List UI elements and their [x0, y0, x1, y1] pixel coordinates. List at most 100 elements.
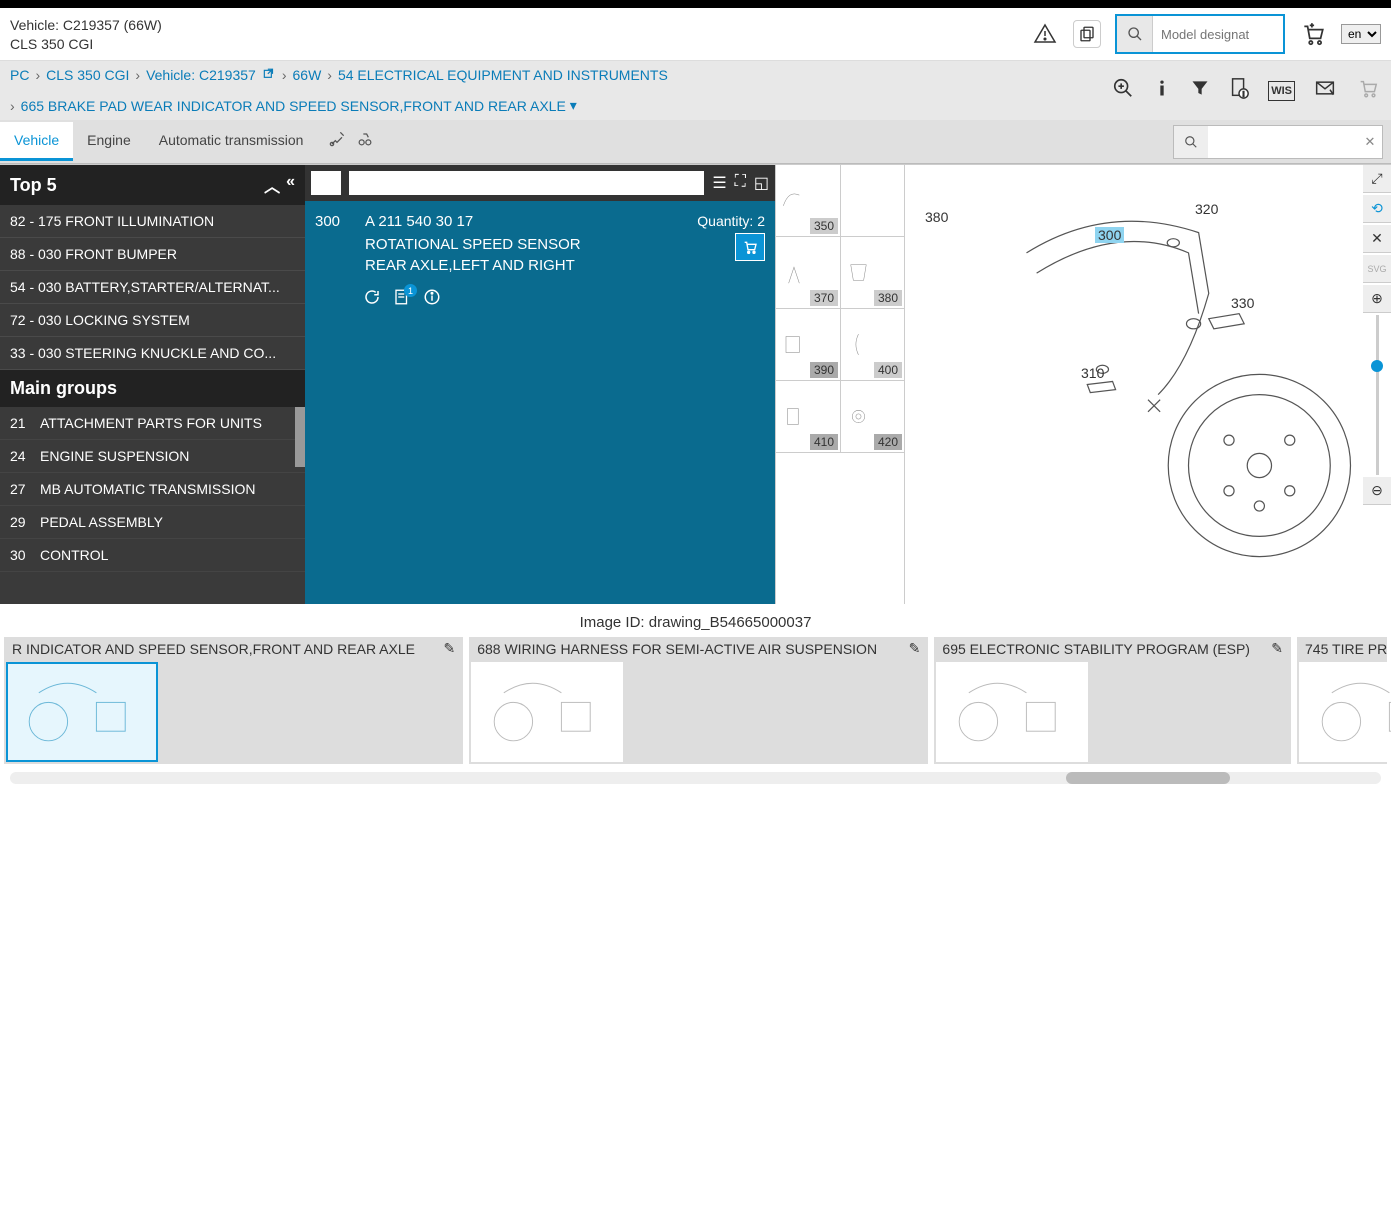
diag-zoom-in-icon[interactable]: ⊕	[1363, 285, 1391, 313]
mail-icon[interactable]	[1313, 78, 1337, 104]
crumb-last[interactable]: 665 BRAKE PAD WEAR INDICATOR AND SPEED S…	[21, 97, 577, 114]
part-code: A 211 540 30 17	[365, 213, 675, 230]
main-group-item[interactable]: 21ATTACHMENT PARTS FOR UNITS	[0, 407, 305, 440]
hscroll-thumb[interactable]	[1066, 772, 1231, 784]
tab-extra-icons	[317, 129, 385, 154]
info-icon[interactable]	[1152, 78, 1172, 104]
language-select[interactable]: en	[1341, 24, 1381, 44]
filter-icon[interactable]	[1190, 78, 1210, 104]
diag-zoom-out-icon[interactable]: ⊖	[1363, 477, 1391, 505]
main-group-item[interactable]: 24ENGINE SUSPENSION	[0, 440, 305, 473]
expand-icon[interactable]: ⛶	[735, 173, 746, 193]
main-group-item[interactable]: 30CONTROL	[0, 539, 305, 572]
search-icon[interactable]	[1117, 16, 1153, 52]
tool-icon-2[interactable]	[355, 129, 375, 154]
copy-icon[interactable]	[1073, 20, 1101, 48]
breadcrumb-toolbar: ! WIS	[1112, 77, 1381, 105]
wis-icon[interactable]: WIS	[1268, 81, 1295, 101]
tab-search: ✕	[1173, 125, 1383, 159]
bottom-strip-item[interactable]: 688 WIRING HARNESS FOR SEMI-ACTIVE AIR S…	[469, 637, 928, 764]
horizontal-scrollbar[interactable]	[10, 772, 1381, 784]
callout-320[interactable]: 320	[1195, 201, 1218, 217]
crumb[interactable]: CLS 350 CGI	[46, 67, 129, 83]
cart-icon[interactable]	[1299, 20, 1327, 48]
strip-thumbnail[interactable]	[471, 662, 623, 762]
note-badge-icon[interactable]: 1	[393, 288, 411, 311]
part-desc-2: REAR AXLE,LEFT AND RIGHT	[365, 255, 675, 276]
crumb[interactable]: Vehicle: C219357	[146, 67, 256, 83]
callout-380[interactable]: 380	[925, 209, 948, 225]
thumb-cell[interactable]: 420	[840, 381, 904, 453]
edit-icon[interactable]: ✎	[909, 640, 921, 657]
top5-item[interactable]: 82 - 175 FRONT ILLUMINATION	[0, 205, 305, 238]
crumb[interactable]: PC	[10, 67, 29, 83]
thumb-cell[interactable]: 390	[776, 309, 840, 381]
part-filter-input[interactable]	[349, 171, 704, 195]
callout-330[interactable]: 330	[1231, 295, 1254, 311]
crumb[interactable]: 66W	[293, 67, 322, 83]
strip-thumbnail[interactable]	[6, 662, 158, 762]
zoom-slider[interactable]	[1363, 315, 1391, 475]
diag-fullscreen-icon[interactable]: ⤢	[1363, 165, 1391, 193]
refresh-icon[interactable]	[363, 288, 381, 311]
part-filter-box[interactable]	[311, 171, 341, 195]
diag-crosshair-icon[interactable]: ✕	[1363, 225, 1391, 253]
svg-text:!: !	[1243, 89, 1245, 98]
top5-header: Top 5 ︿ «	[0, 165, 305, 205]
sidebar-scrollbar[interactable]	[295, 407, 305, 467]
thumb-cell[interactable]: 370	[776, 237, 840, 309]
thumb-cell[interactable]: 400	[840, 309, 904, 381]
main-group-item[interactable]: 29PEDAL ASSEMBLY	[0, 506, 305, 539]
thumb-cell[interactable]	[840, 165, 904, 237]
bottom-strip-item[interactable]: 745 TIRE PR✎	[1297, 637, 1387, 764]
doc-alert-icon[interactable]: !	[1228, 77, 1250, 105]
add-to-cart-button[interactable]	[735, 233, 765, 261]
header-actions: en	[1031, 14, 1381, 54]
tab-search-clear-icon[interactable]: ✕	[1358, 134, 1382, 150]
part-detail-panel: ☰ ⛶ ◱ 300 A 211 540 30 17 ROTATIONAL SPE…	[305, 165, 775, 604]
diag-reset-icon[interactable]: ⟲	[1363, 195, 1391, 223]
part-row[interactable]: 300 A 211 540 30 17 ROTATIONAL SPEED SEN…	[305, 201, 775, 288]
top5-item[interactable]: 54 - 030 BATTERY,STARTER/ALTERNAT...	[0, 271, 305, 304]
diag-svg-icon[interactable]: SVG	[1363, 255, 1391, 283]
thumb-cell[interactable]: 410	[776, 381, 840, 453]
zoom-in-icon[interactable]	[1112, 77, 1134, 105]
crumb[interactable]: 54 ELECTRICAL EQUIPMENT AND INSTRUMENTS	[338, 67, 668, 83]
tab-engine[interactable]: Engine	[73, 122, 145, 161]
thumb-cell[interactable]: 380	[840, 237, 904, 309]
list-icon[interactable]: ☰	[712, 173, 726, 193]
bottom-strip-item[interactable]: R INDICATOR AND SPEED SENSOR,FRONT AND R…	[4, 637, 463, 764]
top-black-bar	[0, 0, 1391, 8]
tab-search-input[interactable]	[1208, 126, 1358, 158]
thumb-cell[interactable]: 350	[776, 165, 840, 237]
external-icon[interactable]	[262, 68, 276, 82]
double-chevron-left-icon[interactable]: «	[286, 173, 295, 197]
warning-icon[interactable]	[1031, 20, 1059, 48]
model-search-input[interactable]	[1153, 16, 1283, 52]
bottom-strip: R INDICATOR AND SPEED SENSOR,FRONT AND R…	[0, 637, 1391, 764]
popout-icon[interactable]: ◱	[754, 173, 769, 193]
callout-310[interactable]: 310	[1081, 365, 1104, 381]
main-group-item[interactable]: 27MB AUTOMATIC TRANSMISSION	[0, 473, 305, 506]
tab-automatic-transmission[interactable]: Automatic transmission	[145, 122, 318, 161]
tab-vehicle[interactable]: Vehicle	[0, 122, 73, 161]
info-circle-icon[interactable]	[423, 288, 441, 311]
tool-icon-1[interactable]	[327, 129, 347, 154]
edit-icon[interactable]: ✎	[1271, 640, 1283, 657]
breadcrumb-row: PC› CLS 350 CGI› Vehicle: C219357 › 66W›…	[0, 61, 1391, 120]
strip-thumbnail[interactable]	[1299, 662, 1391, 762]
top5-item[interactable]: 72 - 030 LOCKING SYSTEM	[0, 304, 305, 337]
edit-icon[interactable]: ✎	[443, 640, 455, 657]
diagram-view[interactable]: 300 320 330 310 380 ⤢ ⟲ ✕ SVG ⊕ ⊖	[905, 165, 1391, 604]
top5-item[interactable]: 88 - 030 FRONT BUMPER	[0, 238, 305, 271]
strip-thumbnail[interactable]	[936, 662, 1088, 762]
top5-item[interactable]: 33 - 030 STEERING KNUCKLE AND CO...	[0, 337, 305, 370]
cart-outline-icon[interactable]	[1355, 77, 1381, 105]
chevron-up-icon[interactable]: ︿	[264, 173, 280, 197]
bottom-strip-item[interactable]: 695 ELECTRONIC STABILITY PROGRAM (ESP)✎	[934, 637, 1291, 764]
tab-search-icon[interactable]	[1174, 126, 1208, 158]
sidebar: Top 5 ︿ « 82 - 175 FRONT ILLUMINATION88 …	[0, 165, 305, 604]
thumbnail-column: 350 370 380 390 400 410 420	[775, 165, 905, 604]
callout-300[interactable]: 300	[1095, 227, 1124, 243]
part-actions: 1	[305, 288, 775, 321]
